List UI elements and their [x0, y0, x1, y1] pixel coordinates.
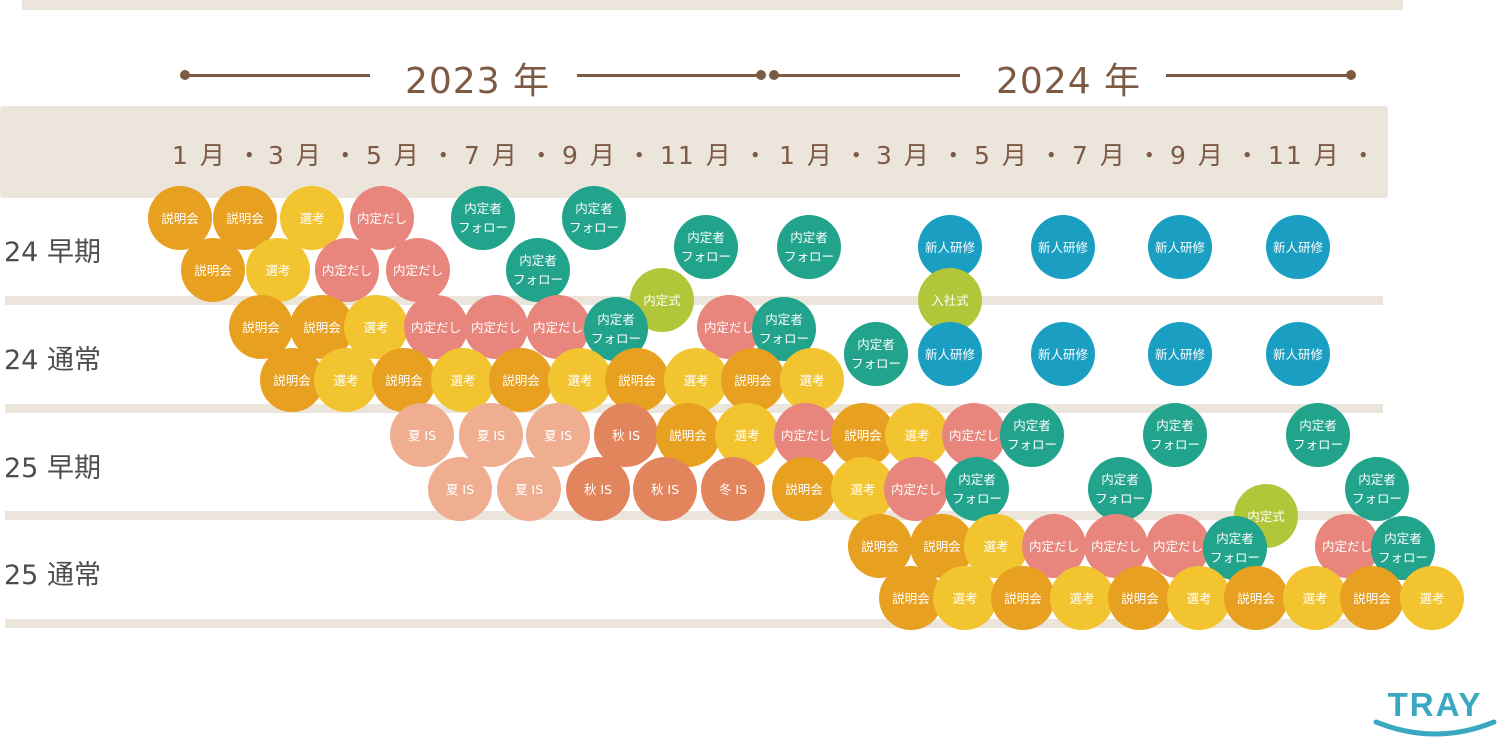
event-bubble: 内定だし — [774, 403, 838, 467]
event-bubble: 説明会 — [1224, 566, 1288, 630]
year-line — [1166, 74, 1352, 77]
event-bubble: 説明会 — [991, 566, 1055, 630]
month-label: 3 月 ・ — [268, 141, 360, 170]
event-bubble: 内定者 フォロー — [1000, 403, 1064, 467]
month-label: 1 月 ・ — [779, 141, 871, 170]
event-bubble: 内定者 フォロー — [451, 186, 515, 250]
row-label-25-early: 25 早期 — [4, 453, 101, 484]
month-label: 5 月 ・ — [974, 141, 1066, 170]
event-bubble: 入社式 — [918, 268, 982, 332]
event-bubble: 説明会 — [721, 348, 785, 412]
row-label-25-regular: 25 通常 — [4, 560, 101, 591]
event-bubble: 選考 — [1283, 566, 1347, 630]
event-bubble: 内定者 フォロー — [674, 215, 738, 279]
year-line-end-dot — [1346, 70, 1356, 80]
event-bubble: 説明会 — [1340, 566, 1404, 630]
event-bubble: 新人研修 — [1266, 322, 1330, 386]
event-bubble: 内定だし — [350, 186, 414, 250]
event-bubble: 説明会 — [772, 457, 836, 521]
event-bubble: 夏 IS — [459, 403, 523, 467]
month-header-band — [0, 106, 1388, 198]
event-bubble: 内定だし — [315, 238, 379, 302]
event-bubble: 選考 — [1400, 566, 1464, 630]
event-bubble: 選考 — [314, 348, 378, 412]
month-label: 7 月 ・ — [464, 141, 556, 170]
event-bubble: 選考 — [1050, 566, 1114, 630]
row-label-24-regular: 24 通常 — [4, 345, 101, 376]
month-label: 1 月 ・ — [172, 141, 264, 170]
event-bubble: 内定者 フォロー — [1345, 457, 1409, 521]
year-line-dot — [756, 70, 766, 80]
row-separator — [5, 511, 1383, 520]
event-bubble: 内定だし — [942, 403, 1006, 467]
event-bubble: 選考 — [885, 403, 949, 467]
event-bubble: 内定者 フォロー — [844, 322, 908, 386]
year-line — [184, 74, 370, 77]
event-bubble: 説明会 — [229, 295, 293, 359]
event-bubble: 内定者 フォロー — [1286, 403, 1350, 467]
event-bubble: 説明会 — [260, 348, 324, 412]
event-bubble: 選考 — [280, 186, 344, 250]
tray-logo-mark: TRAY — [1373, 686, 1497, 737]
event-bubble: 選考 — [246, 238, 310, 302]
event-bubble: 夏 IS — [428, 457, 492, 521]
tray-logo: TRAY — [1372, 684, 1498, 744]
month-label: 5 月 ・ — [366, 141, 458, 170]
event-bubble: 説明会 — [879, 566, 943, 630]
month-label: 7 月 ・ — [1072, 141, 1164, 170]
event-bubble: 新人研修 — [1148, 215, 1212, 279]
event-bubble: 夏 IS — [497, 457, 561, 521]
event-bubble: 選考 — [780, 348, 844, 412]
event-bubble: 説明会 — [1108, 566, 1172, 630]
event-bubble: 説明会 — [605, 348, 669, 412]
event-bubble: 夏 IS — [526, 403, 590, 467]
event-bubble: 内定者 フォロー — [562, 186, 626, 250]
year-header: 2023 年 2024 年 — [0, 52, 1510, 102]
year-label-2024: 2024 年 — [996, 61, 1142, 102]
event-bubble: 秋 IS — [566, 457, 630, 521]
event-bubble: 秋 IS — [594, 403, 658, 467]
event-bubble: 選考 — [431, 348, 495, 412]
event-bubble: 内定者 フォロー — [1203, 516, 1267, 580]
top-divider — [22, 0, 1403, 10]
month-label: 3 月 ・ — [876, 141, 968, 170]
event-bubble: 説明会 — [372, 348, 436, 412]
event-bubble: 新人研修 — [1031, 215, 1095, 279]
svg-text:TRAY: TRAY — [1388, 686, 1483, 723]
event-bubble: 内定だし — [884, 457, 948, 521]
event-bubble: 内定者 フォロー — [1143, 403, 1207, 467]
row-separator — [5, 619, 1383, 628]
event-bubble: 秋 IS — [633, 457, 697, 521]
event-bubble: 選考 — [548, 348, 612, 412]
event-bubble: 内定者 フォロー — [1088, 457, 1152, 521]
month-label: 11 月 ・ — [1268, 141, 1378, 170]
event-bubble: 選考 — [664, 348, 728, 412]
event-bubble: 新人研修 — [1148, 322, 1212, 386]
event-bubble: 内定者 フォロー — [945, 457, 1009, 521]
event-bubble: 選考 — [1167, 566, 1231, 630]
event-bubble: 内定だし — [386, 238, 450, 302]
year-line — [577, 74, 763, 77]
event-bubble: 内定式 — [1234, 484, 1298, 548]
year-line — [774, 74, 960, 77]
month-label: 9 月 ・ — [1170, 141, 1262, 170]
event-bubble: 説明会 — [489, 348, 553, 412]
event-bubble: 新人研修 — [1266, 215, 1330, 279]
event-bubble: 選考 — [715, 403, 779, 467]
row-separator — [5, 296, 1383, 305]
event-bubble: 夏 IS — [390, 403, 454, 467]
event-bubble: 新人研修 — [1031, 322, 1095, 386]
year-label-2023: 2023 年 — [405, 61, 551, 102]
event-bubble: 説明会 — [831, 403, 895, 467]
event-bubble: 内定者 フォロー — [777, 215, 841, 279]
event-bubble: 説明会 — [656, 403, 720, 467]
month-label: 11 月 ・ — [660, 141, 770, 170]
event-bubble: 新人研修 — [918, 322, 982, 386]
month-label: 9 月 ・ — [562, 141, 654, 170]
event-bubble: 冬 IS — [701, 457, 765, 521]
event-bubble: 説明会 — [181, 238, 245, 302]
event-bubble: 内定者 フォロー — [506, 238, 570, 302]
event-bubble: 選考 — [933, 566, 997, 630]
row-label-24-early: 24 早期 — [4, 237, 101, 268]
